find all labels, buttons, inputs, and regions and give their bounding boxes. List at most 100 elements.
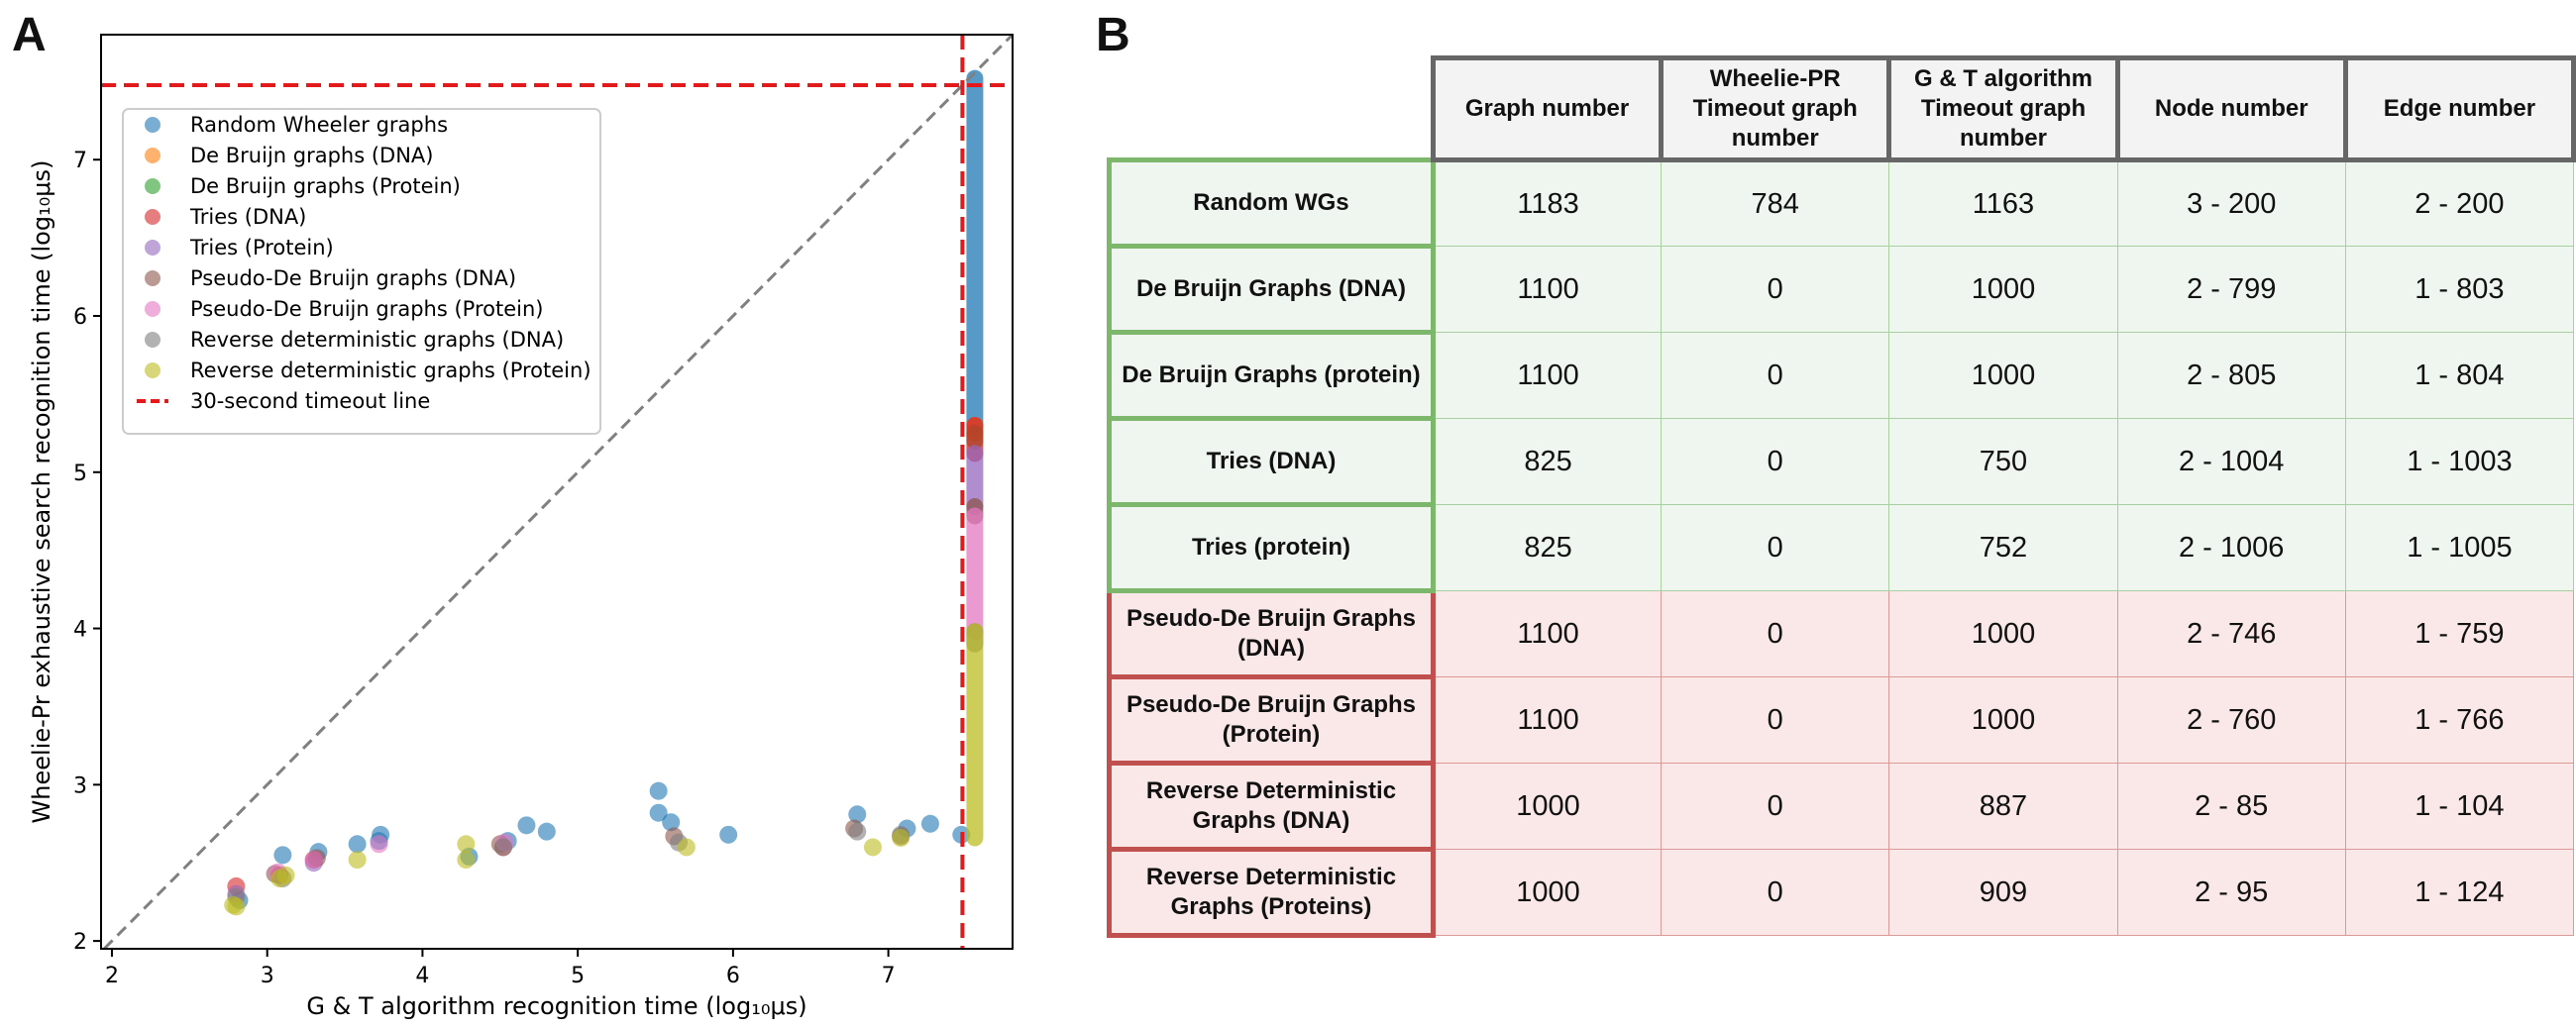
table-cell: 0 (1661, 332, 1890, 419)
data-point (276, 866, 295, 884)
table-row: Reverse Deterministic Graphs (DNA) 1000 0 8… (1107, 761, 2575, 852)
table-row: Reverse Deterministic Graphs (Proteins) 1… (1107, 847, 2575, 938)
table-row: De Bruijn Graphs (protein) 1100 0 1000 2 - 8… (1107, 330, 2575, 421)
table-cell: 1000 (1888, 332, 2118, 419)
header-wheelie-timeout: Wheelie-PR Timeout graph number (1659, 55, 1892, 162)
table-cell: 2 - 760 (2116, 676, 2346, 764)
row-label: Random WGs (1107, 157, 1436, 249)
y-tick-label: 6 (73, 305, 87, 330)
data-point (848, 805, 867, 824)
table-cell: 1163 (1888, 159, 2118, 247)
table-cell: 1 - 124 (2344, 849, 2575, 936)
y-axis-label: Wheelie-Pr exhaustive search recognition… (28, 160, 55, 824)
table-cell: 0 (1661, 763, 1890, 850)
y-tick-label: 5 (73, 462, 87, 486)
table-cell: 1183 (1432, 159, 1663, 247)
legend-label: Reverse deterministic graphs (DNA) (190, 328, 564, 352)
panel-label-a: A (12, 9, 47, 61)
table-cell: 825 (1432, 418, 1663, 505)
scatter-chart: 2 3 4 5 6 7 2 3 4 5 6 7 G & T algorithm recognition… (28, 33, 1015, 1020)
table-cell: 1000 (1888, 590, 2118, 677)
table-cell: 0 (1661, 504, 1890, 591)
row-label: Reverse Deterministic Graphs (Proteins) (1107, 847, 1436, 938)
table-cell: 0 (1661, 418, 1890, 505)
data-point (920, 814, 939, 833)
x-tick-label: 3 (261, 964, 274, 988)
row-label: Pseudo-De Bruijn Graphs (Protein) (1107, 674, 1436, 766)
table-cell: 3 - 200 (2116, 159, 2346, 247)
header-edge-number: Edge number (2342, 55, 2576, 162)
legend-marker (145, 117, 161, 133)
data-point (649, 781, 668, 800)
legend-label: Pseudo-De Bruijn graphs (DNA) (190, 266, 516, 290)
data-point (457, 835, 476, 854)
data-point (848, 822, 867, 841)
legend-label: Tries (Protein) (189, 236, 334, 259)
data-point (227, 897, 246, 916)
table-row: Random WGs 1183 784 1163 3 - 200 2 - 200 (1107, 157, 2575, 249)
table-cell: 2 - 95 (2116, 849, 2346, 936)
table-cell: 0 (1661, 676, 1890, 764)
data-point (304, 851, 323, 870)
tick-layer: 2 3 4 5 6 7 2 3 4 5 6 7 (73, 149, 896, 988)
legend-label: 30-second timeout line (190, 389, 430, 413)
legend-marker (145, 301, 161, 317)
row-label: De Bruijn Graphs (protein) (1107, 330, 1436, 421)
table-row: Tries (DNA) 825 0 750 2 - 1004 1 - 1003 (1107, 416, 2575, 507)
data-point (892, 828, 911, 847)
row-label: Pseudo-De Bruijn Graphs (DNA) (1107, 588, 1436, 679)
data-point (537, 822, 556, 841)
table-cell: 1 - 759 (2344, 590, 2575, 677)
series-7 (227, 822, 911, 906)
legend-label: De Bruijn graphs (Protein) (190, 174, 461, 198)
data-point (863, 838, 882, 857)
table-cell: 2 - 746 (2116, 590, 2346, 677)
legend-marker (145, 332, 161, 348)
x-tick-label: 4 (415, 964, 429, 988)
table-cell: 1 - 104 (2344, 763, 2575, 850)
header-node-number: Node number (2114, 55, 2348, 162)
table-cell: 2 - 1004 (2116, 418, 2346, 505)
data-point (370, 835, 388, 854)
table-row: De Bruijn Graphs (DNA) 1100 0 1000 2 - 799 1 … (1107, 244, 2575, 335)
table-cell: 2 - 805 (2116, 332, 2346, 419)
table-corner-cell (1109, 57, 1434, 160)
table-cell: 1000 (1888, 676, 2118, 764)
x-tick-label: 7 (882, 964, 896, 988)
data-point (348, 851, 367, 870)
x-axis-label: G & T algorithm recognition time (log₁₀μ… (306, 992, 806, 1020)
table-cell: 1 - 766 (2344, 676, 2575, 764)
table-cell: 752 (1888, 504, 2118, 591)
x-tick-label: 6 (726, 964, 740, 988)
table-cell: 784 (1661, 159, 1890, 247)
table-header-row: Graph number Wheelie-PR Timeout graph nu… (1109, 55, 2576, 162)
y-tick-label: 3 (73, 773, 87, 798)
legend-marker (145, 240, 161, 256)
row-label: De Bruijn Graphs (DNA) (1107, 244, 1436, 335)
row-label: Reverse Deterministic Graphs (DNA) (1107, 761, 1436, 852)
legend-marker (145, 209, 161, 225)
table-cell: 1 - 804 (2344, 332, 2575, 419)
legend-marker (145, 362, 161, 378)
legend-label: Reverse deterministic graphs (Protein) (190, 359, 591, 382)
data-point (677, 838, 696, 857)
y-tick-label: 7 (73, 149, 87, 173)
data-point (493, 838, 512, 857)
data-point (273, 846, 292, 865)
table-cell: 1100 (1432, 332, 1663, 419)
data-point (348, 835, 367, 854)
data-point (662, 813, 681, 832)
data-point (719, 825, 738, 844)
table-cell: 1000 (1432, 763, 1663, 850)
table-cell: 887 (1888, 763, 2118, 850)
x-tick-label: 5 (571, 964, 585, 988)
plot-frame (100, 34, 1014, 950)
legend-label: Random Wheeler graphs (190, 113, 448, 137)
legend-label: Pseudo-De Bruijn graphs (Protein) (190, 297, 543, 321)
row-label: Tries (protein) (1107, 502, 1436, 593)
legend-label: Tries (DNA) (189, 205, 306, 229)
table-cell: 2 - 85 (2116, 763, 2346, 850)
table-cell: 0 (1661, 246, 1890, 333)
table-cell: 909 (1888, 849, 2118, 936)
table-cell: 1 - 1003 (2344, 418, 2575, 505)
